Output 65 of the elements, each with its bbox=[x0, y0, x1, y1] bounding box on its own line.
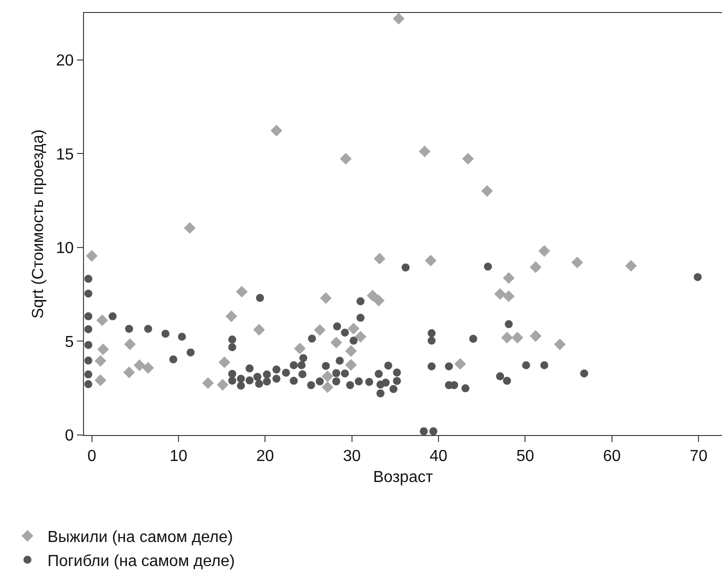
point bbox=[202, 377, 214, 389]
point bbox=[124, 338, 136, 350]
point bbox=[294, 342, 306, 354]
point bbox=[354, 330, 366, 343]
point bbox=[94, 374, 106, 386]
x-tick-label: 50 bbox=[516, 448, 534, 466]
x-tick-label: 30 bbox=[342, 448, 361, 466]
point bbox=[97, 343, 109, 356]
point bbox=[340, 152, 352, 165]
point bbox=[554, 338, 566, 350]
point bbox=[94, 355, 106, 367]
point bbox=[314, 324, 326, 336]
point bbox=[322, 381, 334, 394]
point bbox=[366, 290, 379, 302]
point bbox=[418, 146, 431, 158]
point bbox=[330, 336, 342, 348]
point bbox=[96, 314, 108, 326]
point bbox=[348, 322, 360, 335]
legend-label: Выжили (на самом деле) bbox=[47, 529, 233, 546]
y-tick-label: 0 bbox=[64, 428, 74, 445]
point bbox=[374, 252, 386, 265]
point bbox=[625, 260, 637, 272]
point bbox=[123, 366, 135, 378]
point bbox=[501, 332, 513, 344]
x-tick-label: 40 bbox=[430, 448, 448, 466]
point bbox=[424, 254, 437, 266]
point bbox=[530, 330, 542, 342]
point bbox=[462, 152, 474, 165]
point bbox=[320, 292, 332, 304]
point bbox=[226, 310, 238, 322]
point bbox=[218, 356, 230, 368]
point bbox=[236, 286, 248, 298]
point bbox=[512, 332, 524, 344]
point bbox=[86, 250, 98, 262]
y-axis-title: Sqrt (Стоимость проезда) bbox=[30, 129, 47, 319]
point bbox=[481, 185, 493, 197]
point bbox=[142, 362, 154, 374]
point bbox=[392, 12, 405, 24]
point bbox=[530, 261, 542, 273]
x-tick-label: 20 bbox=[256, 448, 274, 466]
point bbox=[253, 324, 265, 336]
point bbox=[345, 359, 357, 371]
x-tick-label: 70 bbox=[690, 448, 708, 466]
x-tick-label: 10 bbox=[170, 448, 188, 466]
point bbox=[571, 256, 584, 268]
point bbox=[454, 358, 466, 370]
point bbox=[502, 290, 515, 302]
point bbox=[270, 124, 282, 136]
point bbox=[502, 272, 515, 284]
point bbox=[494, 288, 506, 300]
point bbox=[134, 359, 146, 372]
y-tick-label: 15 bbox=[56, 146, 74, 164]
x-axis-title: Возраст bbox=[373, 468, 434, 486]
point bbox=[184, 222, 196, 234]
x-tick-label: 0 bbox=[87, 448, 96, 466]
x-tick-label: 60 bbox=[603, 448, 621, 466]
y-tick-label: 10 bbox=[56, 240, 74, 258]
point bbox=[372, 294, 385, 306]
y-tick-label: 5 bbox=[64, 334, 74, 351]
legend-label: Погибли (на самом деле) bbox=[47, 552, 235, 570]
point bbox=[345, 345, 357, 357]
point bbox=[216, 378, 229, 391]
point bbox=[322, 370, 334, 382]
y-tick-label: 20 bbox=[56, 52, 74, 70]
point bbox=[538, 245, 550, 257]
